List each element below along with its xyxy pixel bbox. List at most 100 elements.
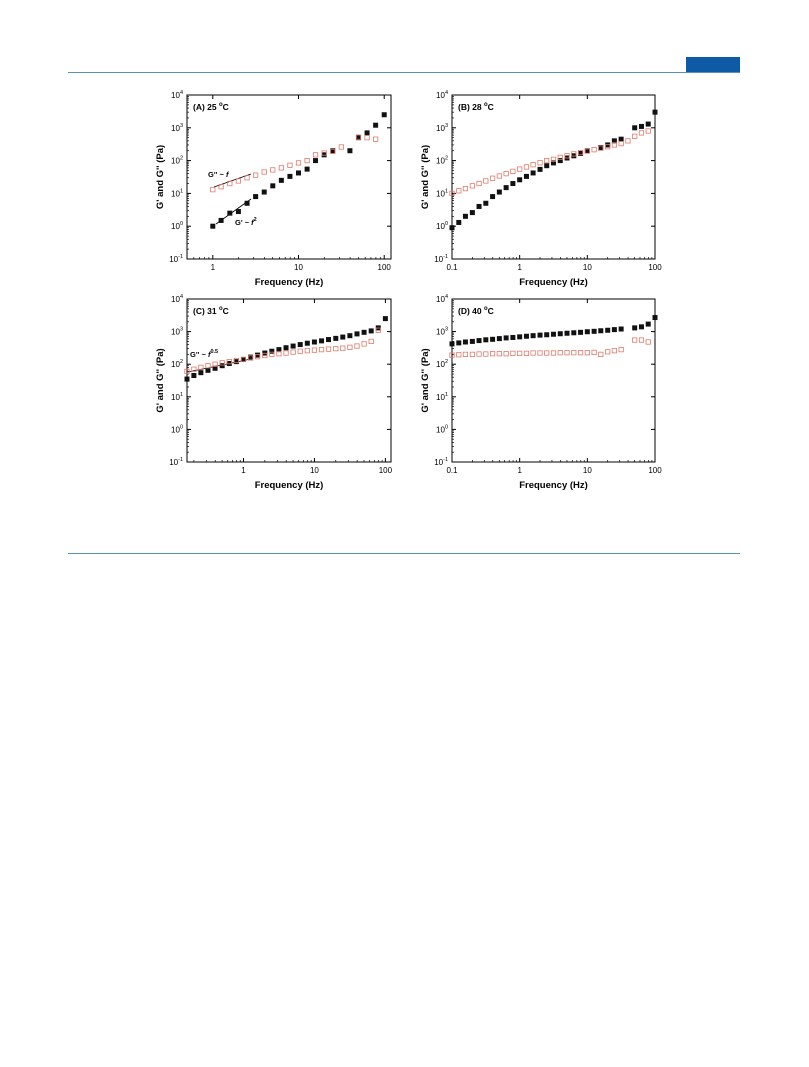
data-point-g-prime bbox=[557, 158, 563, 164]
data-point-g-prime bbox=[605, 327, 611, 333]
data-point-g-prime bbox=[355, 135, 361, 141]
data-point-g-prime bbox=[638, 123, 644, 129]
data-point-g-double-prime bbox=[544, 350, 550, 356]
data-point-g-prime bbox=[283, 345, 289, 351]
plot-frame bbox=[186, 298, 392, 463]
data-point-g-prime bbox=[469, 338, 475, 344]
data-point-g-prime bbox=[347, 333, 353, 339]
y-tick-label: 101 bbox=[171, 188, 183, 198]
data-point-g-prime bbox=[483, 200, 489, 206]
x-tick-label: 10 bbox=[294, 263, 303, 272]
y-tick-label: 103 bbox=[436, 123, 448, 133]
data-point-g-double-prime bbox=[476, 180, 482, 187]
y-tick-label: 103 bbox=[171, 123, 183, 133]
data-point-g-double-prime bbox=[244, 175, 250, 181]
y-tick-label: 101 bbox=[171, 392, 183, 402]
panel-label: (A) 25 oC bbox=[193, 102, 229, 112]
data-point-g-prime bbox=[578, 150, 584, 156]
data-point-g-prime bbox=[330, 148, 336, 154]
x-tick-label: 1 bbox=[211, 263, 216, 272]
data-point-g-double-prime bbox=[489, 175, 496, 181]
data-point-g-double-prime bbox=[311, 347, 318, 353]
data-point-g-double-prime bbox=[571, 350, 577, 356]
data-point-g-prime bbox=[483, 337, 489, 343]
data-point-g-prime bbox=[382, 316, 388, 322]
data-point-g-double-prime bbox=[276, 351, 282, 357]
data-point-g-double-prime bbox=[476, 351, 482, 357]
y-tick-label: 100 bbox=[171, 221, 183, 231]
data-point-g-prime bbox=[530, 333, 536, 339]
data-point-g-double-prime bbox=[212, 361, 218, 367]
data-point-g-prime bbox=[296, 170, 302, 176]
data-point-g-prime bbox=[645, 321, 651, 327]
data-point-g-double-prime bbox=[462, 186, 469, 192]
data-point-g-prime bbox=[490, 194, 496, 200]
power-law-annotation: G'' ~ f bbox=[208, 170, 230, 179]
data-point-g-prime bbox=[290, 343, 296, 349]
data-point-g-prime bbox=[340, 334, 346, 340]
data-point-g-prime bbox=[598, 328, 604, 334]
data-point-g-double-prime bbox=[510, 350, 516, 356]
data-point-g-double-prime bbox=[523, 350, 530, 356]
y-tick-label: 10-1 bbox=[169, 254, 183, 264]
data-point-g-prime bbox=[510, 181, 516, 187]
data-point-g-double-prime bbox=[496, 173, 502, 179]
data-point-g-prime bbox=[248, 354, 254, 360]
panel-label: (C) 31 oC bbox=[193, 306, 229, 316]
data-point-g-double-prime bbox=[517, 166, 523, 172]
y-tick-label: 10-1 bbox=[169, 457, 183, 467]
x-tick-label: 0.1 bbox=[446, 263, 458, 272]
data-point-g-prime bbox=[652, 315, 658, 321]
data-point-g-prime bbox=[233, 359, 239, 365]
data-point-g-double-prime bbox=[550, 350, 557, 356]
data-point-g-prime bbox=[462, 213, 468, 219]
data-point-g-prime bbox=[584, 148, 590, 154]
data-point-g-prime bbox=[381, 112, 387, 118]
y-tick-label: 102 bbox=[436, 156, 448, 166]
data-point-g-double-prime bbox=[364, 135, 370, 141]
data-point-g-double-prime bbox=[523, 164, 530, 170]
data-point-g-prime bbox=[469, 210, 475, 216]
plot-frame bbox=[451, 298, 656, 463]
data-point-g-prime bbox=[476, 203, 482, 209]
data-point-g-prime bbox=[278, 177, 284, 183]
data-point-g-prime bbox=[449, 225, 455, 231]
data-point-g-double-prime bbox=[496, 351, 502, 357]
data-point-g-prime bbox=[321, 152, 327, 158]
y-tick-label: 100 bbox=[171, 424, 183, 434]
data-point-g-prime bbox=[578, 329, 584, 335]
y-tick-label: 100 bbox=[436, 221, 448, 231]
data-point-g-double-prime bbox=[354, 343, 360, 349]
data-point-g-prime bbox=[652, 109, 658, 115]
data-point-g-double-prime bbox=[226, 359, 232, 365]
data-point-g-prime bbox=[456, 219, 462, 225]
data-point-g-prime bbox=[191, 373, 197, 379]
data-point-g-double-prime bbox=[270, 167, 276, 173]
y-tick-label: 102 bbox=[171, 359, 183, 369]
data-point-g-prime bbox=[537, 166, 543, 172]
chart-panel-a: 10-1 100 101 102 103 104 1 10 100 Frequency (Hz) G… bbox=[155, 90, 392, 288]
x-axis-label: Frequency (Hz) bbox=[519, 277, 588, 288]
x-tick-label: 100 bbox=[648, 263, 662, 272]
data-point-g-double-prime bbox=[557, 350, 563, 356]
data-point-g-prime bbox=[313, 158, 319, 164]
data-point-g-double-prime bbox=[598, 145, 604, 151]
data-point-g-double-prime bbox=[449, 352, 455, 358]
data-point-g-double-prime bbox=[564, 350, 570, 356]
data-point-g-double-prime bbox=[330, 148, 336, 155]
panel-label: (B) 28 oC bbox=[458, 102, 494, 112]
data-point-g-double-prime bbox=[338, 144, 344, 150]
chart-panel-d: 10-1 100 101 102 103 104 0.1 1 10 100 Frequency (H… bbox=[420, 294, 662, 491]
x-tick-label: 1 bbox=[241, 466, 246, 475]
x-tick-label: 1 bbox=[517, 263, 522, 272]
data-point-g-double-prime bbox=[537, 160, 543, 166]
data-point-g-double-prime bbox=[611, 142, 617, 148]
data-point-g-prime bbox=[638, 324, 644, 330]
data-point-g-double-prime bbox=[297, 348, 303, 354]
data-point-g-prime bbox=[496, 336, 502, 342]
data-point-g-prime bbox=[227, 210, 233, 216]
power-law-annotation: G' ~ f2 bbox=[235, 217, 257, 227]
y-axis-label: G' and G'' (Pa) bbox=[420, 145, 431, 209]
data-point-g-prime bbox=[456, 340, 462, 346]
data-point-g-double-prime bbox=[235, 178, 242, 184]
